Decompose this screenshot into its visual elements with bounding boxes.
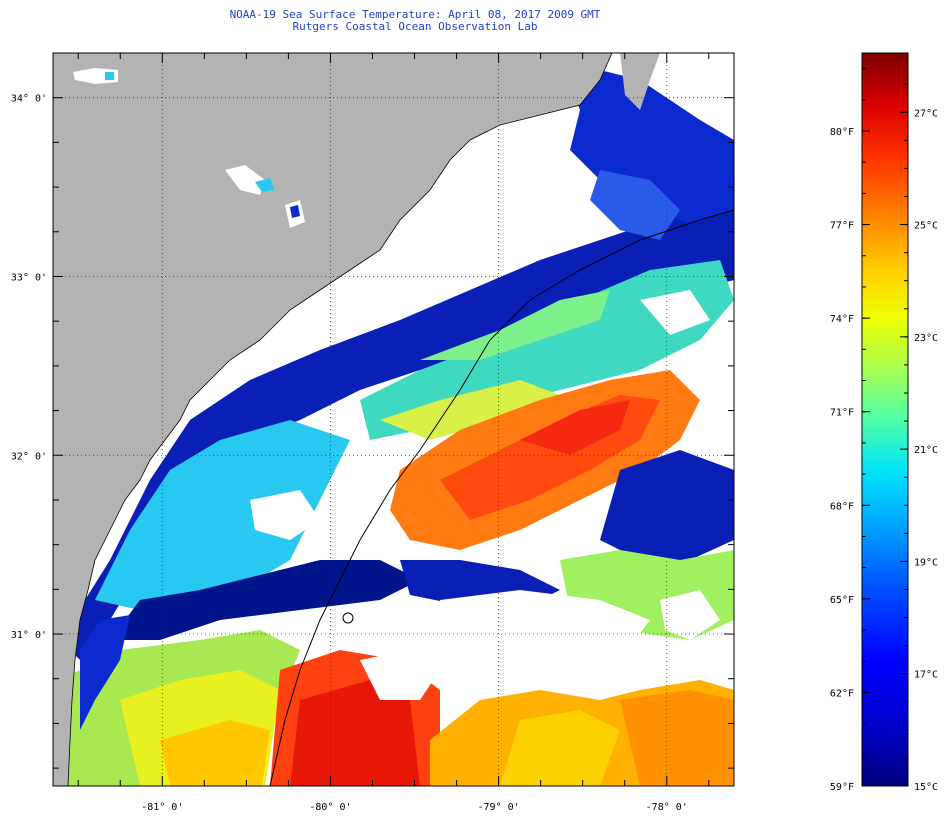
- lon-labels: -81° 0' -80° 0' -79° 0' -78° 0': [141, 802, 688, 813]
- gridlines: [53, 53, 734, 786]
- colorbar-c-label: 15°C: [914, 782, 938, 793]
- map-frame: [52, 52, 735, 787]
- lon-label: -79° 0': [478, 802, 520, 813]
- colorbar-f-label: 68°F: [830, 501, 854, 512]
- colorbar-c-label: 19°C: [914, 557, 938, 568]
- colorbar-fahrenheit-labels: 80°F 77°F 74°F 71°F 68°F 65°F 62°F 59°F: [830, 127, 854, 793]
- lon-label: -78° 0': [646, 802, 688, 813]
- axis-ticks: [53, 52, 734, 786]
- shelf-contour: [269, 209, 734, 786]
- colorbar: [861, 52, 909, 787]
- lat-label: 33° 0': [11, 272, 47, 283]
- colorbar-c-label: 23°C: [914, 333, 938, 344]
- lat-label: 34° 0': [11, 94, 47, 105]
- colorbar-c-label: 27°C: [914, 108, 938, 119]
- map-subtitle: Rutgers Coastal Ocean Observation Lab: [292, 20, 538, 33]
- colorbar-f-label: 65°F: [830, 595, 854, 606]
- colorbar-f-label: 59°F: [830, 782, 854, 793]
- lon-label: -81° 0': [141, 802, 183, 813]
- colorbar-ticks: [862, 68, 908, 787]
- map-area: [53, 53, 734, 786]
- colorbar-c-label: 25°C: [914, 221, 938, 232]
- colorbar-f-label: 74°F: [830, 314, 854, 325]
- cloud-patches: [250, 230, 720, 700]
- colorbar-f-label: 77°F: [830, 221, 854, 232]
- map-title: NOAA-19 Sea Surface Temperature: April 0…: [229, 8, 601, 21]
- land-mass: [53, 53, 612, 786]
- colorbar-f-label: 62°F: [830, 688, 854, 699]
- lat-label: 32° 0': [11, 451, 47, 462]
- colorbar-celsius-labels: 27°C 25°C 23°C 21°C 19°C 17°C 15°C: [914, 108, 938, 793]
- lat-labels: 34° 0' 33° 0' 32° 0' 31° 0': [11, 94, 47, 641]
- colorbar-f-label: 71°F: [830, 408, 854, 419]
- lon-label: -80° 0': [309, 802, 351, 813]
- colorbar-f-label: 80°F: [830, 127, 854, 138]
- colorbar-c-label: 17°C: [914, 670, 938, 681]
- colorbar-c-label: 21°C: [914, 445, 938, 456]
- lat-label: 31° 0': [11, 630, 47, 641]
